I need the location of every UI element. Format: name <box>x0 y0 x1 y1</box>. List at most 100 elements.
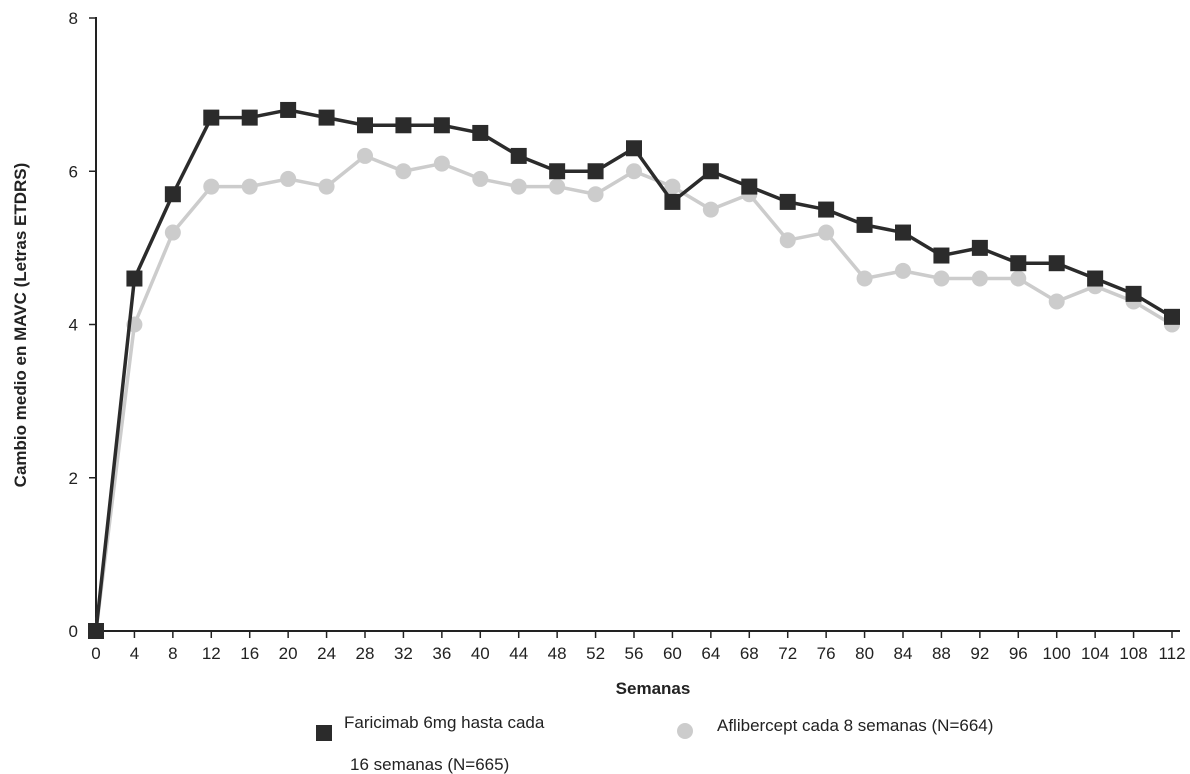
data-point <box>1087 270 1104 287</box>
data-point <box>1048 255 1065 272</box>
data-point <box>626 163 642 180</box>
x-tick-label: 60 <box>663 644 682 663</box>
x-tick-label: 8 <box>168 644 177 663</box>
legend-label-line: Faricimab 6mg hasta cada <box>344 713 545 732</box>
x-tick-label: 76 <box>817 644 836 663</box>
x-tick-label: 56 <box>625 644 644 663</box>
data-point <box>856 270 873 287</box>
x-tick-label: 108 <box>1119 644 1147 663</box>
x-tick-label: 96 <box>1009 644 1028 663</box>
data-point <box>664 178 681 195</box>
data-point <box>395 117 412 134</box>
legend-label-line: 16 semanas (N=665) <box>350 755 509 774</box>
series-layer <box>88 101 1180 639</box>
x-tick-label: 112 <box>1158 644 1185 663</box>
data-point <box>818 201 835 218</box>
data-point <box>587 163 604 180</box>
x-tick-label: 32 <box>394 644 413 663</box>
data-point <box>357 117 373 134</box>
legend-label-line: Aflibercept cada 8 semanas (N=664) <box>717 716 993 735</box>
y-tick-label: 2 <box>69 469 78 488</box>
x-tick-label: 44 <box>509 644 528 663</box>
data-point <box>818 224 835 241</box>
data-point <box>779 193 796 210</box>
x-tick-label: 36 <box>432 644 451 663</box>
legend: Faricimab 6mg hasta cada 16 semanas (N=66… <box>316 713 993 774</box>
data-point <box>587 186 604 203</box>
data-point <box>1010 255 1027 272</box>
data-point <box>1048 293 1065 310</box>
data-point <box>472 124 489 141</box>
x-tick-label: 28 <box>356 644 375 663</box>
series-2 <box>88 147 1180 639</box>
data-point <box>664 193 681 210</box>
data-point <box>856 216 873 233</box>
data-point <box>1125 285 1142 302</box>
legend-item-1: Faricimab 6mg hasta cada 16 semanas (N=66… <box>316 713 545 774</box>
x-tick-label: 100 <box>1043 644 1071 663</box>
y-tick-label: 6 <box>69 162 78 181</box>
data-point <box>164 224 181 241</box>
data-point <box>549 163 566 180</box>
series-1 <box>88 101 1180 639</box>
x-axis-title: Semanas <box>616 679 691 698</box>
data-point <box>280 170 297 187</box>
data-point <box>549 178 566 195</box>
data-point <box>895 224 911 241</box>
series-line <box>94 154 1173 632</box>
x-tick-label: 84 <box>894 644 913 663</box>
legend-square-marker <box>316 725 332 741</box>
x-tick-label: 92 <box>970 644 989 663</box>
data-point <box>895 262 911 279</box>
x-tick-label: 68 <box>740 644 759 663</box>
y-tick-label: 4 <box>69 316 78 335</box>
data-point <box>280 101 297 118</box>
data-point <box>971 270 988 287</box>
data-point <box>626 140 642 157</box>
data-point <box>433 117 450 134</box>
data-point <box>241 109 258 126</box>
y-tick-label: 8 <box>69 9 78 28</box>
data-point <box>395 163 412 180</box>
data-point <box>203 178 220 195</box>
data-point <box>88 623 104 639</box>
data-point <box>203 109 220 126</box>
legend-circle-marker <box>677 723 693 739</box>
data-point <box>1164 308 1180 325</box>
data-point <box>933 270 950 287</box>
x-tick-label: 64 <box>701 644 720 663</box>
data-point <box>318 109 335 126</box>
x-tick-label: 40 <box>471 644 490 663</box>
x-tick-label: 16 <box>240 644 259 663</box>
legend-item-2: Aflibercept cada 8 semanas (N=664) <box>677 716 993 739</box>
data-point <box>357 147 373 164</box>
x-tick-label: 52 <box>586 644 605 663</box>
data-point <box>472 170 489 187</box>
data-point <box>702 201 719 218</box>
data-point <box>126 270 143 287</box>
x-tick-label: 88 <box>932 644 951 663</box>
data-point <box>510 147 527 164</box>
x-tick-label: 80 <box>855 644 874 663</box>
data-point <box>1010 270 1027 287</box>
data-point <box>510 178 527 195</box>
data-point <box>933 247 950 264</box>
data-point <box>779 232 796 249</box>
data-point <box>241 178 258 195</box>
x-tick-label: 24 <box>317 644 336 663</box>
y-tick-label: 0 <box>69 622 78 641</box>
data-point <box>164 186 181 203</box>
x-tick-label: 20 <box>279 644 298 663</box>
x-tick-label: 12 <box>202 644 221 663</box>
x-tick-label: 4 <box>130 644 139 663</box>
data-point <box>433 155 450 172</box>
data-point <box>702 163 719 180</box>
data-point <box>741 178 758 195</box>
x-tick-label: 104 <box>1081 644 1109 663</box>
data-point <box>318 178 335 195</box>
y-axis-title: Cambio medio en MAVC (Letras ETDRS) <box>11 163 30 488</box>
x-tick-label: 48 <box>548 644 567 663</box>
x-tick-label: 0 <box>91 644 100 663</box>
